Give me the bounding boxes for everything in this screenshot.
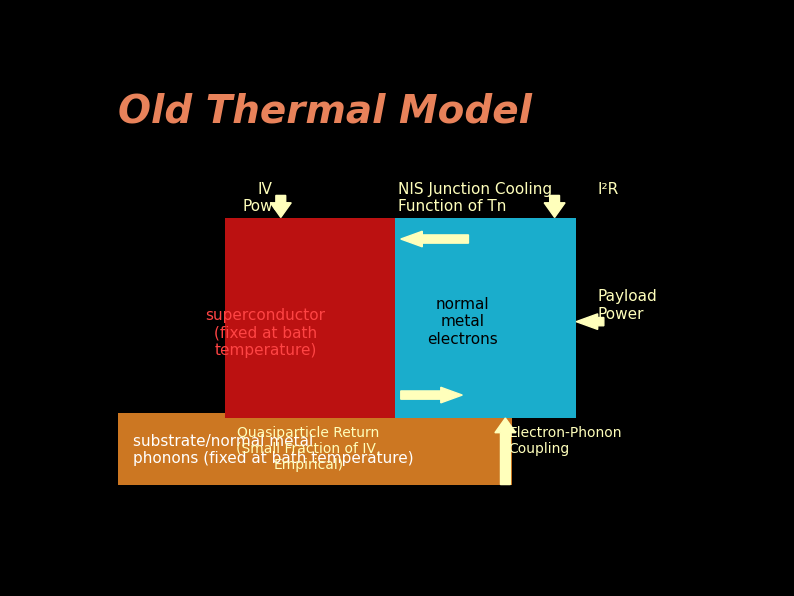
- Text: Payload
Power: Payload Power: [598, 290, 657, 322]
- Text: superconductor
(fixed at bath
temperature): superconductor (fixed at bath temperatur…: [206, 308, 326, 358]
- FancyArrow shape: [576, 314, 603, 330]
- FancyArrow shape: [270, 195, 291, 218]
- Bar: [395, 218, 576, 418]
- Bar: [225, 218, 395, 418]
- Bar: [118, 414, 511, 485]
- Text: substrate/normal metal
phonons (fixed at bath temperature): substrate/normal metal phonons (fixed at…: [133, 434, 414, 466]
- Text: Old Thermal Model: Old Thermal Model: [118, 92, 532, 130]
- Text: NIS Junction Cooling
Function of Tn: NIS Junction Cooling Function of Tn: [398, 182, 552, 214]
- Text: IV
Power: IV Power: [242, 182, 289, 214]
- FancyArrow shape: [544, 195, 565, 218]
- Text: I²R: I²R: [598, 182, 619, 197]
- Text: normal
metal
electrons: normal metal electrons: [427, 297, 498, 346]
- Text: Electron-Phonon
Coupling: Electron-Phonon Coupling: [508, 426, 622, 456]
- FancyArrow shape: [401, 387, 462, 403]
- Text: Quasiparticle Return
(Small Fraction of IV,
Empirical): Quasiparticle Return (Small Fraction of …: [237, 426, 380, 472]
- FancyArrow shape: [401, 231, 468, 247]
- FancyArrow shape: [495, 418, 516, 485]
